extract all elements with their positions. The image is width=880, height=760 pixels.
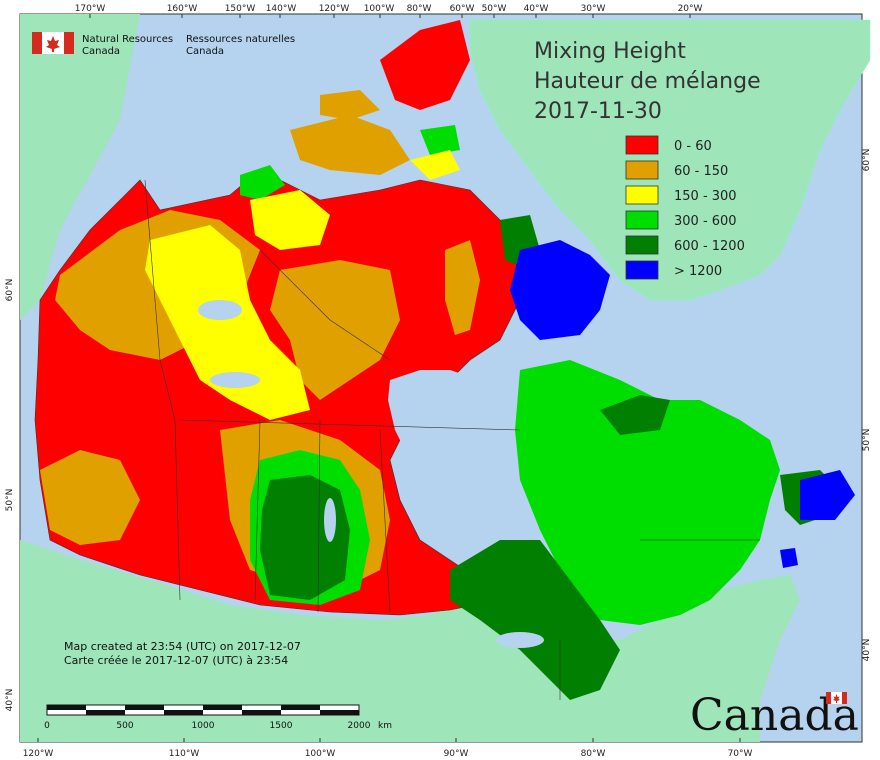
left-tick-60n: 60°N <box>5 279 15 302</box>
left-tick-labels: 60°N 50°N 40°N <box>5 279 15 712</box>
top-tick-170w: 170°W <box>75 4 106 14</box>
legend-label-3: 300 - 600 <box>674 214 737 229</box>
top-tick-140w: 140°W <box>266 4 297 14</box>
provincial-borders <box>144 179 760 700</box>
right-tick-60n: 60°N <box>862 149 872 172</box>
top-tick-100w: 100°W <box>364 4 395 14</box>
lake-superior <box>496 632 544 648</box>
legend-label-5: > 1200 <box>674 264 722 279</box>
top-tick-120w: 120°W <box>319 4 350 14</box>
arctic-island-victoria <box>290 115 410 175</box>
top-tick-20w: 20°W <box>678 4 703 14</box>
alaska <box>20 14 140 320</box>
legend: 0 - 60 60 - 150 150 - 300 300 - 600 600 … <box>625 135 745 280</box>
bottom-tick-100w: 100°W <box>305 749 336 759</box>
lake-winnipeg <box>324 498 336 542</box>
scale-unit: km <box>378 721 392 731</box>
legend-label-0: 0 - 60 <box>674 139 712 154</box>
zone-over-1200-newfoundland <box>800 470 855 520</box>
zone-600-1200-quebec-north <box>600 395 670 435</box>
bottom-tick-120w: 120°W <box>23 749 54 759</box>
legend-swatch-3 <box>625 210 659 230</box>
legend-label-4: 600 - 1200 <box>674 239 745 254</box>
legend-label-1: 60 - 150 <box>674 164 728 179</box>
scale-label-2000: 2000 <box>348 721 371 731</box>
top-tick-labels: 170°W 160°W 150°W 140°W 120°W 100°W 80°W… <box>75 4 703 14</box>
zone-150-300-arctic <box>250 190 330 250</box>
left-tick-50n: 50°N <box>5 489 15 512</box>
arctic-island-ellesmere <box>380 20 470 110</box>
top-tick-60w: 60°W <box>450 4 475 14</box>
graticule-ticks <box>37 14 741 742</box>
hudson-bay <box>388 370 530 510</box>
arctic-island-green-small <box>420 125 460 155</box>
scale-label-500: 500 <box>116 721 133 731</box>
bottom-tick-70w: 70°W <box>728 749 753 759</box>
top-tick-80w: 80°W <box>407 4 432 14</box>
scale-label-1000: 1000 <box>192 721 215 731</box>
title-date: 2017-11-30 <box>534 99 662 124</box>
bottom-tick-110w: 110°W <box>169 749 200 759</box>
legend-swatch-0 <box>625 135 659 155</box>
zone-300-600-east <box>515 360 780 625</box>
great-slave-lake <box>210 372 260 388</box>
credit-fr-line1: Ressources naturelles <box>186 34 295 45</box>
credit-en-line1: Natural Resources <box>82 34 173 45</box>
scale-label-0: 0 <box>44 721 50 731</box>
zone-150-300-north <box>145 225 310 420</box>
nrcan-flag-icon <box>32 32 74 54</box>
greenland <box>469 19 871 301</box>
right-tick-50n: 50°N <box>862 429 872 452</box>
legend-swatch-2 <box>625 185 659 205</box>
legend-swatch-5 <box>625 260 659 280</box>
left-tick-40n: 40°N <box>5 689 15 712</box>
legend-label-2: 150 - 300 <box>674 189 737 204</box>
great-bear-lake <box>198 300 242 320</box>
arctic-island-north <box>320 90 380 120</box>
note-created-en: Map created at 23:54 (UTC) on 2017-12-07 <box>64 640 301 653</box>
top-tick-30w: 30°W <box>581 4 606 14</box>
zone-600-1200-prairie <box>260 475 350 600</box>
scale-label-1500: 1500 <box>270 721 293 731</box>
top-tick-150w: 150°W <box>225 4 256 14</box>
bottom-tick-80w: 80°W <box>581 749 606 759</box>
bottom-tick-labels: 120°W 110°W 100°W 90°W 80°W 70°W <box>23 749 753 759</box>
bottom-tick-90w: 90°W <box>444 749 469 759</box>
top-tick-50w: 50°W <box>482 4 507 14</box>
title-fr: Hauteur de mélange <box>534 69 761 94</box>
zone-60-150-east <box>445 240 480 335</box>
top-tick-160w: 160°W <box>167 4 198 14</box>
legend-swatch-1 <box>625 160 659 180</box>
wordmark-flag-icon <box>826 692 847 704</box>
top-tick-40w: 40°W <box>524 4 549 14</box>
legend-swatch-4 <box>625 235 659 255</box>
credit-en-line2: Canada <box>82 46 120 57</box>
zone-over-1200-nova-scotia <box>780 548 798 568</box>
right-tick-40n: 40°N <box>862 639 872 662</box>
note-created-fr: Carte créée le 2017-12-07 (UTC) à 23:54 <box>64 654 288 667</box>
scale-bar: 0 500 1000 1500 2000 km <box>44 704 392 731</box>
united-states <box>20 540 800 742</box>
zone-600-1200-ontario <box>450 540 620 700</box>
credit-fr-line2: Canada <box>186 46 224 57</box>
zone-60-150-central <box>270 260 400 400</box>
arctic-island-west-green <box>240 165 285 200</box>
zone-over-1200-baffin <box>510 240 610 340</box>
title-en: Mixing Height <box>534 39 686 64</box>
right-tick-labels: 60°N 50°N 40°N <box>862 149 872 662</box>
arctic-island-yellow <box>410 150 460 180</box>
zone-60-150-south <box>40 450 140 545</box>
